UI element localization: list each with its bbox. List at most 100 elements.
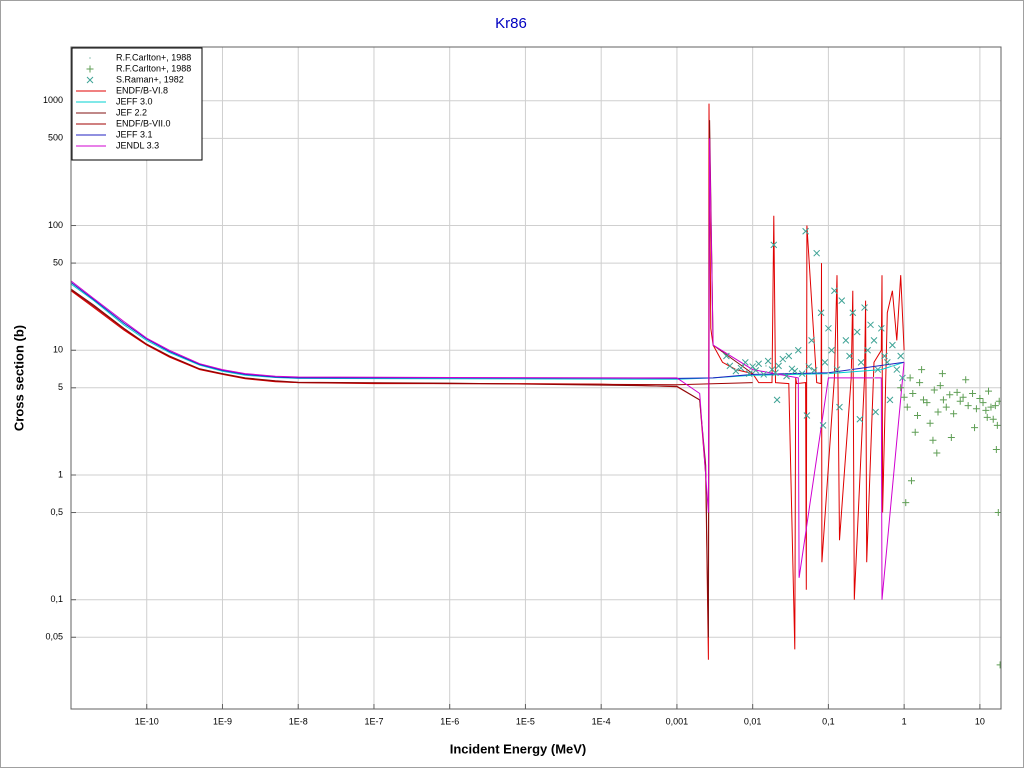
data-point — [942, 403, 950, 411]
data-point — [883, 358, 891, 366]
data-point — [849, 309, 857, 317]
data-point — [893, 366, 901, 373]
data-point — [939, 396, 947, 404]
y-tick-label: 0,5 — [50, 507, 63, 517]
legend-text: R.F.Carlton+, 1988 — [116, 63, 191, 73]
data-point — [745, 370, 753, 377]
data-point — [783, 372, 790, 380]
legend-text: ENDF/B-VII.0 — [116, 118, 171, 128]
data-point — [765, 364, 768, 367]
legend-text: JEFF 3.0 — [116, 96, 153, 106]
legend-text: ENDF/B-VI.8 — [116, 85, 168, 95]
data-point — [836, 403, 843, 411]
data-point — [770, 241, 778, 249]
data-point — [794, 346, 802, 354]
data-point — [903, 403, 911, 411]
data-point — [827, 372, 830, 375]
data-point — [992, 446, 1000, 454]
data-point — [964, 402, 972, 410]
data-point — [972, 405, 980, 413]
y-tick-label: 10 — [53, 345, 63, 355]
data-point — [979, 399, 987, 407]
y-tick-label: 1000 — [43, 95, 63, 105]
data-point — [886, 396, 894, 404]
legend-text: JEF 2.2 — [116, 107, 147, 117]
data-point — [813, 249, 821, 257]
data-point — [971, 424, 979, 432]
data-point — [802, 227, 809, 235]
data-point — [889, 341, 896, 349]
data-point — [902, 499, 910, 507]
data-point — [926, 419, 934, 427]
data-point — [934, 408, 942, 416]
data-point — [821, 358, 829, 366]
y-tick-label: 5 — [58, 382, 63, 392]
legend-marker — [86, 76, 94, 84]
data-point — [803, 412, 811, 419]
data-point — [897, 384, 905, 392]
x-tick-label: 1E-5 — [516, 716, 535, 726]
data-point — [853, 328, 861, 336]
data-point — [897, 352, 905, 360]
data-point — [956, 397, 964, 405]
data-point — [846, 352, 853, 360]
data-point — [918, 366, 926, 374]
data-point — [817, 309, 825, 317]
data-point — [734, 368, 737, 371]
data-point — [805, 363, 813, 370]
data-point — [923, 399, 931, 407]
data-point — [772, 369, 779, 377]
x-tick-label: 0,001 — [666, 716, 689, 726]
data-point — [938, 370, 946, 378]
x-tick-label: 1 — [902, 716, 907, 726]
data-point — [916, 379, 924, 387]
data-point — [857, 358, 865, 366]
x-tick-label: 1E-7 — [364, 716, 383, 726]
y-tick-label: 0,05 — [45, 632, 63, 642]
data-point — [773, 396, 781, 404]
data-point — [907, 477, 915, 485]
data-point — [791, 367, 799, 375]
data-point — [953, 388, 961, 396]
data-point — [873, 376, 876, 379]
data-point — [828, 346, 835, 354]
data-point — [877, 324, 885, 332]
data-point — [775, 362, 782, 370]
data-point — [760, 371, 768, 378]
series-line — [71, 289, 753, 386]
data-point — [976, 395, 984, 403]
series-line — [71, 138, 905, 600]
data-point — [933, 449, 941, 457]
data-point — [983, 413, 991, 421]
series-line — [71, 282, 905, 379]
data-point — [831, 287, 838, 295]
data-point — [785, 352, 793, 360]
data-point — [741, 358, 749, 366]
data-point — [947, 433, 955, 441]
data-point — [864, 346, 872, 354]
legend-marker — [86, 65, 94, 73]
x-tick-label: 1E-9 — [213, 716, 232, 726]
data-point — [982, 406, 990, 414]
x-tick-label: 1E-8 — [289, 716, 308, 726]
data-point — [900, 393, 908, 401]
data-point — [989, 415, 997, 423]
x-tick-label: 1E-10 — [135, 716, 159, 726]
data-point — [723, 352, 730, 360]
data-point — [991, 402, 999, 410]
data-point — [993, 421, 1001, 429]
y-tick-label: 500 — [48, 133, 63, 143]
data — [71, 103, 1001, 669]
data-point — [755, 360, 763, 368]
data-point — [909, 390, 917, 398]
x-tick-label: 1E-6 — [440, 716, 459, 726]
data-point — [911, 428, 919, 436]
data-point — [856, 415, 864, 423]
x-tick-label: 0,1 — [822, 716, 835, 726]
legend-text: S.Raman+, 1982 — [116, 74, 184, 84]
data-point — [737, 364, 745, 372]
x-tick-label: 10 — [975, 716, 985, 726]
data-point — [842, 337, 850, 344]
